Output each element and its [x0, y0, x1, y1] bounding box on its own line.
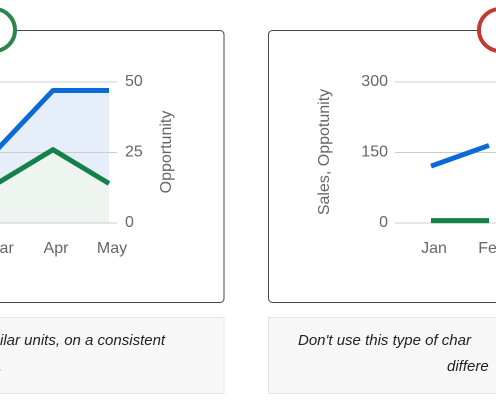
line [0, 87, 109, 151]
line [430, 143, 490, 169]
caption: Don't use this type of char [298, 332, 472, 349]
y-tick-label: 300 [361, 73, 388, 90]
caption: differe [447, 358, 489, 375]
x-tick-label: Feb [478, 240, 496, 257]
panel [0, 30, 225, 303]
do-icon [0, 7, 17, 53]
y-axis-label: Opportunity [158, 111, 175, 194]
y-axis-label: Sales, Oppotunity [316, 89, 333, 215]
x-tick-label: Jan [421, 240, 447, 257]
caption-box [268, 317, 496, 394]
caption-box [0, 317, 225, 394]
x-tick-label: Mar [0, 240, 14, 257]
y-tick-label: 150 [361, 144, 388, 161]
caption: ilar units, on a consistent [0, 332, 166, 349]
panel [268, 30, 496, 303]
x-tick-label: Apr [44, 240, 70, 257]
y-tick-label: 25 [125, 144, 143, 161]
line [0, 147, 111, 186]
x-tick-label: May [97, 240, 127, 257]
y-tick-label: 0 [379, 214, 388, 231]
caption: . [0, 358, 2, 375]
dont-icon [477, 7, 496, 53]
y-tick-label: 50 [125, 73, 143, 90]
y-tick-label: 0 [125, 214, 134, 231]
